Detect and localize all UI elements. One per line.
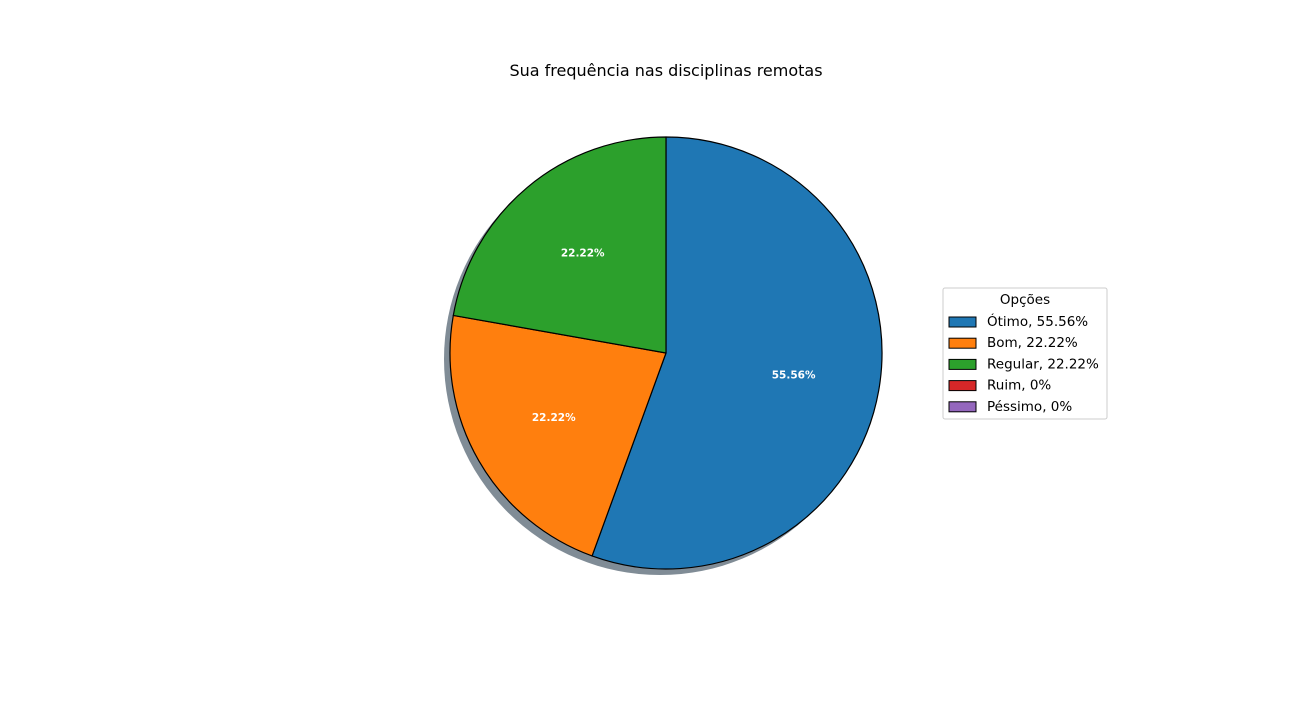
legend-swatch-ruim xyxy=(948,380,977,392)
legend-label-pessimo: Péssimo, 0% xyxy=(987,399,1072,415)
legend-swatch-pessimo xyxy=(948,401,977,413)
legend-label-otimo: Ótimo, 55.56% xyxy=(987,312,1088,330)
legend-title: Opções xyxy=(1000,292,1050,308)
pie-slice-otimo xyxy=(591,136,883,570)
legend-label-bom: Bom, 22.22% xyxy=(987,335,1078,351)
pie-slice-label-otimo: 55.56% xyxy=(772,370,816,382)
pie-slice-regular xyxy=(452,136,667,354)
pie-slice-label-regular: 22.22% xyxy=(561,248,605,260)
pie-labels: 55.56% 22.22% 22.22% xyxy=(532,248,816,424)
legend-swatch-bom xyxy=(948,337,977,349)
legend-label-ruim: Ruim, 0% xyxy=(987,378,1051,394)
legend-label-regular: Regular, 22.22% xyxy=(987,356,1099,372)
pie-slices xyxy=(449,136,883,570)
legend-box xyxy=(942,287,1108,420)
legend-swatch-otimo xyxy=(948,316,977,328)
legend: Opções Ótimo, 55.56% Bom, 22.22% Regular, … xyxy=(942,287,1108,420)
chart-title: Sua frequência nas disciplinas remotas xyxy=(509,61,822,80)
pie-slice-label-bom: 22.22% xyxy=(532,412,576,424)
pie-slice-bom xyxy=(449,314,667,557)
legend-swatch-regular xyxy=(948,358,977,370)
